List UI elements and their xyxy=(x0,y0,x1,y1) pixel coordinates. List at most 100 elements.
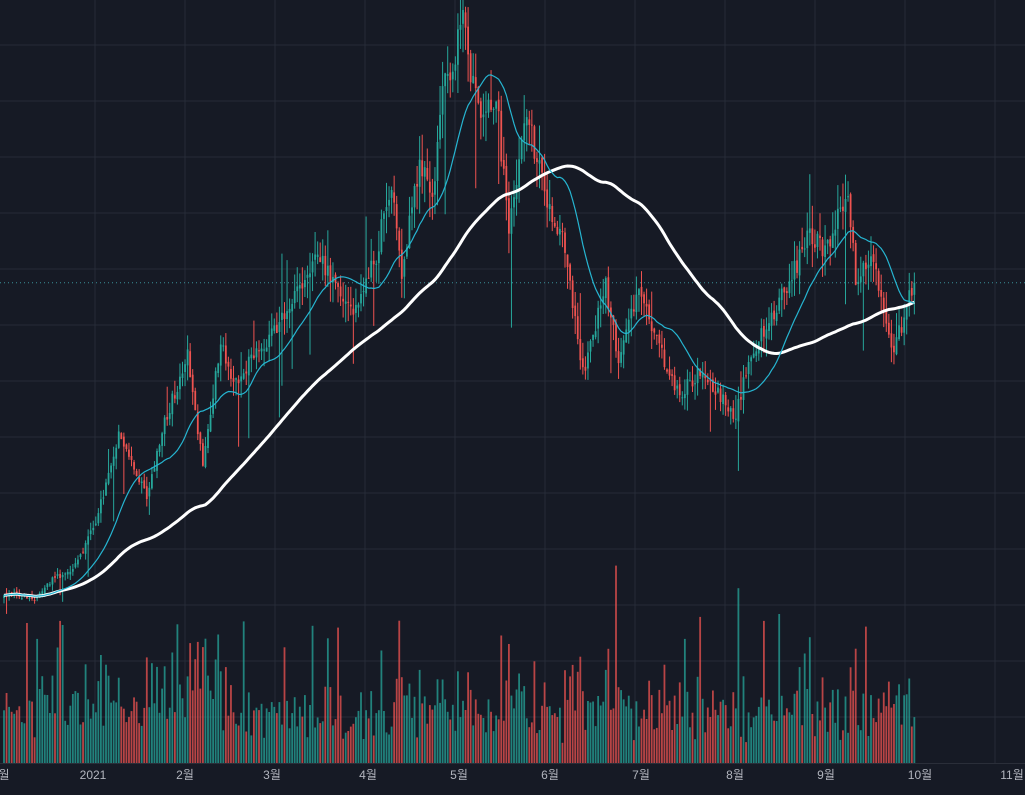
volume-bar xyxy=(202,647,204,763)
volume-bar xyxy=(434,705,436,763)
candle-body xyxy=(661,344,663,348)
volume-bar xyxy=(709,717,712,763)
candle-body xyxy=(612,315,615,325)
candle-body xyxy=(857,281,860,284)
candle-body xyxy=(28,597,31,599)
candle-body xyxy=(153,468,156,472)
candle-body xyxy=(801,246,804,250)
volume-bar xyxy=(505,680,508,763)
volume-bar xyxy=(153,703,156,763)
volume-bar xyxy=(905,694,908,763)
volume-bar xyxy=(783,715,786,763)
volume-bar xyxy=(133,697,135,763)
candle-body xyxy=(785,291,788,293)
candle-body xyxy=(362,291,365,293)
volume-bar xyxy=(824,707,826,763)
candle-body xyxy=(173,395,176,399)
volume-bar xyxy=(232,712,235,763)
candle-body xyxy=(566,254,569,268)
candle-body xyxy=(237,379,240,384)
volume-bar xyxy=(584,729,587,763)
candle-body xyxy=(179,376,181,390)
volume-bar xyxy=(773,720,775,763)
candle-body xyxy=(650,321,653,332)
volume-bar xyxy=(862,693,865,763)
candle-body xyxy=(184,364,186,372)
candle-body xyxy=(46,583,49,587)
volume-bar xyxy=(125,722,128,763)
volume-bar xyxy=(258,710,260,763)
candle-body xyxy=(712,379,714,392)
candle-body xyxy=(648,304,651,320)
candle-body xyxy=(281,312,283,320)
volume-bar xyxy=(273,706,276,763)
volume-bar xyxy=(3,710,5,763)
volume-bar xyxy=(520,691,523,763)
volume-bar xyxy=(467,672,469,763)
candle-body xyxy=(844,199,847,212)
volume-bar xyxy=(508,644,510,763)
candle-body xyxy=(495,101,498,109)
volume-bar xyxy=(683,638,686,763)
volume-bar xyxy=(196,641,199,763)
volume-bar xyxy=(77,692,79,763)
volume-bar xyxy=(604,669,607,763)
volume-bar xyxy=(666,705,668,763)
volume-bar xyxy=(625,706,628,763)
candle-body xyxy=(689,380,691,382)
candle-body xyxy=(694,383,696,385)
volume-bar xyxy=(798,667,801,763)
candle-body xyxy=(528,119,531,125)
candle-body xyxy=(329,265,332,283)
candle-body xyxy=(240,376,243,382)
candle-body xyxy=(632,309,635,312)
volume-bar xyxy=(533,661,536,763)
volume-bar xyxy=(742,676,745,763)
volume-bar xyxy=(230,685,232,763)
candle-body xyxy=(207,429,209,448)
candle-body xyxy=(286,311,288,319)
candle-body xyxy=(724,395,727,406)
volume-bar xyxy=(428,705,431,763)
candle-body xyxy=(658,334,661,344)
volume-bar xyxy=(553,713,556,763)
candle-body xyxy=(908,290,911,306)
volume-bar xyxy=(579,656,582,763)
candle-body xyxy=(283,313,286,320)
volume-bar xyxy=(145,657,148,763)
volume-bar xyxy=(102,725,105,763)
candle-body xyxy=(339,286,342,297)
volume-bar xyxy=(844,696,847,763)
candle-body xyxy=(561,231,564,233)
volume-bar xyxy=(385,732,388,763)
volume-bar xyxy=(179,684,181,763)
volume-bar xyxy=(454,730,457,763)
volume-bar xyxy=(673,695,676,763)
volume-bar xyxy=(421,703,424,763)
volume-bar xyxy=(117,677,120,763)
volume-bar xyxy=(770,714,773,763)
candle-body xyxy=(446,74,449,76)
volume-bar xyxy=(760,697,763,763)
candle-body xyxy=(778,297,781,311)
volume-bar xyxy=(324,686,327,763)
candle-body xyxy=(722,394,724,404)
volume-bar xyxy=(130,711,133,763)
candle-body xyxy=(166,417,169,420)
volume-bar xyxy=(745,742,747,763)
candle-body xyxy=(773,310,775,320)
volume-bar xyxy=(729,726,732,763)
candle-body xyxy=(734,418,737,420)
candle-body xyxy=(268,334,271,348)
volume-bar xyxy=(74,691,77,763)
candle-body xyxy=(859,276,862,283)
candle-body xyxy=(265,347,268,352)
candle-body xyxy=(592,334,594,341)
volume-bar xyxy=(803,653,806,763)
candle-body xyxy=(594,331,597,338)
volume-bar xyxy=(627,695,630,763)
candle-body xyxy=(831,233,834,248)
candle-body xyxy=(464,12,467,28)
candle-body xyxy=(406,247,408,257)
volume-bar xyxy=(676,724,679,763)
